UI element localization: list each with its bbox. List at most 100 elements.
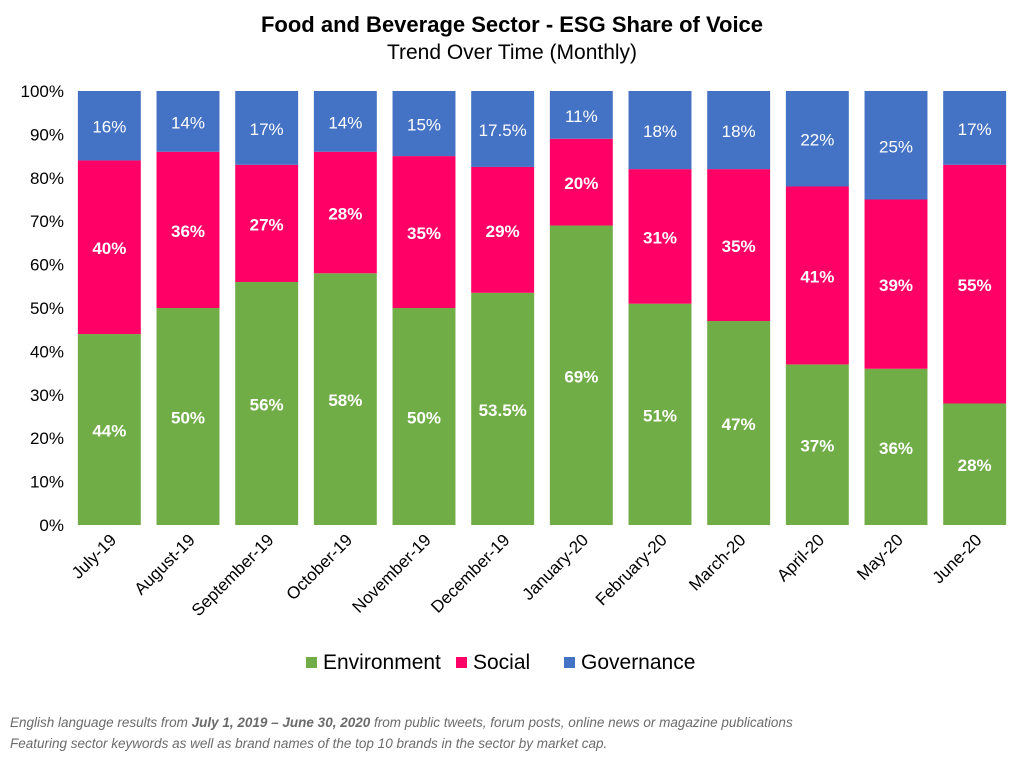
data-label: 17% — [250, 120, 284, 139]
data-label: 55% — [958, 276, 992, 295]
legend-label-social: Social — [473, 651, 530, 674]
x-tick-label: March-20 — [685, 530, 749, 594]
bar-governance-june-20 — [943, 91, 1007, 165]
bar-social-june-20 — [943, 164, 1007, 404]
x-tick-label: October-19 — [283, 530, 357, 604]
bar-governance-july-19 — [77, 91, 141, 161]
bar-social-march-20 — [707, 169, 771, 322]
footnote-line-2: Featuring sector keywords as well as bra… — [10, 736, 608, 751]
data-label: 36% — [171, 222, 205, 241]
y-tick-label: 70% — [30, 212, 64, 231]
y-tick-label: 80% — [30, 169, 64, 188]
x-tick-label: July-19 — [68, 530, 120, 582]
bar-environment-february-20 — [628, 303, 692, 525]
legend-label-environment: Environment — [323, 651, 441, 674]
bar-governance-march-20 — [707, 91, 771, 170]
y-tick-label: 0% — [39, 516, 64, 535]
data-label: 29% — [486, 222, 520, 241]
data-label: 28% — [328, 205, 362, 224]
x-tick-label: June-20 — [929, 530, 986, 587]
bar-environment-november-19 — [392, 308, 456, 525]
bar-social-april-20 — [785, 186, 849, 365]
data-label: 18% — [722, 122, 756, 141]
bar-environment-june-20 — [943, 403, 1007, 525]
bar-social-february-20 — [628, 169, 692, 304]
data-label: 28% — [958, 456, 992, 475]
bar-environment-august-19 — [156, 308, 220, 525]
data-label: 22% — [800, 131, 834, 150]
data-label: 69% — [564, 367, 598, 386]
data-label: 51% — [643, 406, 677, 425]
bar-social-december-19 — [471, 166, 535, 293]
bar-environment-april-20 — [785, 364, 849, 525]
bar-governance-february-20 — [628, 91, 692, 170]
y-tick-label: 50% — [30, 299, 64, 318]
bar-governance-december-19 — [471, 91, 535, 167]
data-label: 39% — [879, 276, 913, 295]
y-tick-label: 30% — [30, 386, 64, 405]
bar-environment-september-19 — [235, 281, 299, 525]
bar-environment-july-19 — [77, 334, 141, 525]
data-label: 27% — [250, 215, 284, 234]
data-label: 44% — [92, 422, 126, 441]
bar-governance-october-19 — [313, 91, 377, 152]
x-tick-label: August-19 — [131, 530, 199, 598]
bar-social-january-20 — [549, 138, 613, 226]
footnote-text: from public tweets, forum posts, online … — [370, 715, 793, 730]
footnote-line-1: English language results from July 1, 20… — [10, 712, 1010, 733]
bar-environment-may-20 — [864, 368, 928, 525]
chart-subtitle: Trend Over Time (Monthly) — [386, 41, 638, 64]
x-tick-label: May-20 — [853, 530, 907, 584]
data-label: 20% — [564, 174, 598, 193]
y-tick-label: 40% — [30, 342, 64, 361]
data-label: 16% — [92, 118, 126, 137]
bar-governance-may-20 — [864, 91, 928, 200]
footnote-date-range: July 1, 2019 – June 30, 2020 — [191, 715, 371, 730]
data-label: 14% — [328, 113, 362, 132]
bar-social-july-19 — [77, 160, 141, 335]
y-tick-label: 100% — [21, 82, 64, 101]
x-tick-label: February-20 — [592, 530, 671, 609]
data-label: 37% — [800, 437, 834, 456]
y-tick-label: 60% — [30, 256, 64, 275]
legend-swatch-social — [456, 657, 467, 668]
x-tick-label: November-19 — [349, 530, 435, 616]
legend-label-governance: Governance — [581, 651, 695, 674]
bar-social-may-20 — [864, 199, 928, 369]
data-label: 50% — [407, 409, 441, 428]
bar-governance-april-20 — [785, 91, 849, 187]
bar-governance-september-19 — [235, 91, 299, 165]
x-tick-label: September-19 — [188, 530, 278, 620]
data-label: 25% — [879, 137, 913, 156]
y-tick-label: 10% — [30, 473, 64, 492]
stacked-bar-chart: 0% 10% 20% 30% 40% 50% 60% 70% 80% 90% 100% 44% 40% 1… — [21, 82, 1007, 674]
data-label: 17.5% — [479, 121, 527, 140]
data-label: 47% — [722, 415, 756, 434]
data-label: 41% — [800, 267, 834, 286]
bar-social-september-19 — [235, 164, 299, 282]
data-label: 11% — [565, 107, 598, 126]
data-label: 50% — [171, 409, 205, 428]
data-label: 17% — [958, 120, 992, 139]
bar-environment-january-20 — [549, 225, 613, 526]
y-tick-label: 20% — [30, 429, 64, 448]
bar-social-november-19 — [392, 156, 456, 308]
data-label: 35% — [407, 224, 441, 243]
data-label: 15% — [407, 116, 441, 135]
bar-governance-january-20 — [549, 91, 613, 139]
footnote-text: English language results from — [10, 715, 192, 730]
data-label: 36% — [879, 439, 913, 458]
bar-social-october-19 — [313, 151, 377, 274]
legend-swatch-governance — [564, 657, 575, 668]
chart-title: Food and Beverage Sector - ESG Share of … — [260, 12, 764, 37]
footnote: English language results from July 1, 20… — [10, 712, 1010, 754]
data-label: 58% — [328, 391, 362, 410]
data-label: 35% — [722, 237, 756, 256]
legend-swatch-environment — [306, 657, 317, 668]
x-tick-label: December-19 — [427, 530, 513, 616]
bar-environment-march-20 — [707, 321, 771, 525]
bar-environment-october-19 — [313, 273, 377, 525]
bar-environment-december-19 — [471, 292, 535, 525]
data-label: 14% — [171, 113, 205, 132]
data-label: 18% — [643, 122, 677, 141]
